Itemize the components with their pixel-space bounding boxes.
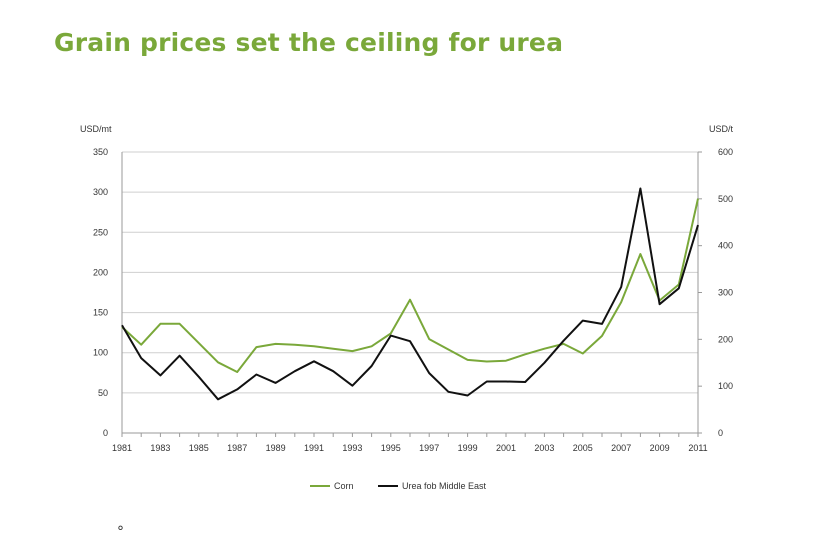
- left-axis-unit-label: USD/mt: [80, 124, 112, 134]
- right-axis-tick-label: 0: [718, 428, 723, 438]
- right-axis-ticks: 0 100 200 300 400 500 600: [698, 147, 733, 438]
- x-axis-tick-label: 2005: [573, 443, 593, 453]
- x-axis-tick-label: 1985: [189, 443, 209, 453]
- left-axis-tick-label: 350: [93, 147, 108, 157]
- x-axis-tick-label: 2001: [496, 443, 516, 453]
- legend-label: Urea fob Middle East: [402, 481, 487, 491]
- x-axis-tick-label: 1995: [381, 443, 401, 453]
- x-axis-tick-label: 1993: [342, 443, 362, 453]
- slide-title: Grain prices set the ceiling for urea: [54, 28, 564, 57]
- x-axis-ticks: 1981 1983 1985 1987 1989 1991 1993 1995 1997 1999…: [112, 433, 708, 453]
- series-line-corn: [121, 198, 699, 373]
- axes: [121, 152, 699, 434]
- right-axis-tick-label: 600: [718, 147, 733, 157]
- legend-label: Corn: [334, 481, 354, 491]
- x-axis-tick-label: 1989: [266, 443, 286, 453]
- x-axis-tick-label: 2003: [534, 443, 554, 453]
- left-axis-tick-label: 150: [93, 308, 108, 318]
- x-axis-tick-label: 2007: [611, 443, 631, 453]
- legend-item: Urea fob Middle East: [378, 481, 487, 491]
- right-axis-tick-label: 100: [718, 381, 733, 391]
- x-axis-tick-label: 1991: [304, 443, 324, 453]
- x-axis-tick-label: 1997: [419, 443, 439, 453]
- corner-glyph: °: [117, 524, 124, 540]
- x-axis-tick-label: 2009: [650, 443, 670, 453]
- series-lines: [121, 187, 699, 401]
- x-axis-tick-label: 1983: [150, 443, 170, 453]
- right-axis-tick-label: 500: [718, 194, 733, 204]
- left-axis-ticks: 0 50 100 150 200 250 300 350: [93, 147, 108, 438]
- left-axis-tick-label: 250: [93, 227, 108, 237]
- gridlines: [122, 151, 698, 394]
- legend: Corn Urea fob Middle East: [310, 481, 487, 491]
- left-axis-tick-label: 50: [98, 388, 108, 398]
- right-axis-unit-label: USD/t: [709, 124, 734, 134]
- left-axis-tick-label: 200: [93, 267, 108, 277]
- left-axis-tick-label: 100: [93, 348, 108, 358]
- legend-item: Corn: [310, 481, 354, 491]
- x-axis-tick-label: 1987: [227, 443, 247, 453]
- left-axis-tick-label: 0: [103, 428, 108, 438]
- left-axis-tick-label: 300: [93, 187, 108, 197]
- x-axis-tick-label: 2011: [688, 443, 707, 453]
- right-axis-tick-label: 200: [718, 334, 733, 344]
- right-axis-tick-label: 300: [718, 288, 733, 298]
- right-axis-tick-label: 400: [718, 241, 733, 251]
- series-line-urea: [121, 187, 699, 401]
- x-axis-tick-label: 1999: [458, 443, 478, 453]
- x-axis-tick-label: 1981: [112, 443, 132, 453]
